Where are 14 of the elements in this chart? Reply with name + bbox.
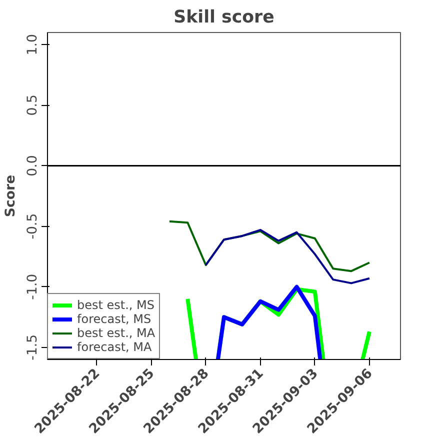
- chart-title: Skill score: [174, 8, 274, 28]
- y-tick-label: -1.5: [26, 334, 40, 360]
- y-tick-label: 1.0: [26, 34, 40, 56]
- legend-label: forecast, MA: [77, 340, 152, 354]
- legend-label: best est., MA: [77, 326, 156, 340]
- legend-label: best est., MS: [77, 298, 155, 312]
- y-axis-title: Score: [4, 174, 18, 218]
- line-series: [204, 228, 370, 284]
- line-series: [216, 284, 322, 360]
- legend-label: forecast, MS: [77, 312, 152, 326]
- y-tick-label: -0.5: [26, 213, 40, 240]
- y-tick-label: 0.0: [26, 155, 40, 176]
- y-tick-label: -1.0: [26, 274, 40, 300]
- y-tick-label: 0.5: [26, 94, 40, 116]
